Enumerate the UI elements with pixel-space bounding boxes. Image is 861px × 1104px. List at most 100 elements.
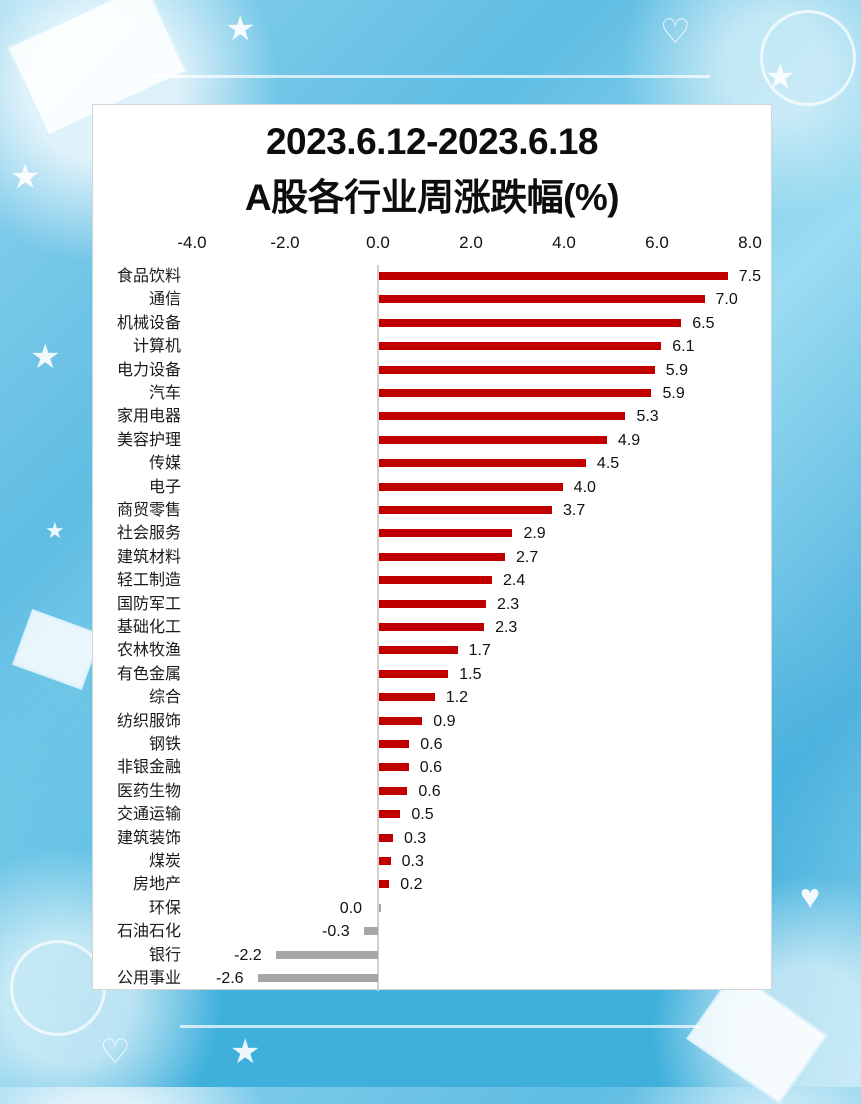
bar xyxy=(379,810,401,819)
category-label: 美容护理 xyxy=(116,431,181,449)
bar-row: 传媒 4.5 xyxy=(93,452,771,475)
value-label: 0.6 xyxy=(419,759,442,777)
x-axis-tick-label: -2.0 xyxy=(270,233,300,252)
bar xyxy=(379,506,552,514)
bar-row: 电力设备 5.9 xyxy=(93,359,771,382)
category-label: 机械设备 xyxy=(116,314,181,332)
bar-row: 机械设备 6.5 xyxy=(93,312,771,335)
bar-row: 医药生物 0.6 xyxy=(93,780,771,803)
value-label: 5.9 xyxy=(662,385,685,402)
category-label: 社会服务 xyxy=(116,525,181,543)
bar xyxy=(379,669,449,678)
category-label: 医药生物 xyxy=(116,782,181,800)
bar-row: 石油石化 -0.3 xyxy=(93,920,771,943)
bar xyxy=(379,435,607,444)
bar xyxy=(379,365,655,374)
bar xyxy=(379,903,381,912)
x-axis-tick-label: 2.0 xyxy=(459,233,483,252)
value-label: 0.5 xyxy=(411,806,434,824)
bar-row: 煤炭 0.3 xyxy=(93,850,771,873)
category-label: 传媒 xyxy=(148,455,181,473)
bar xyxy=(379,389,652,397)
envelope-decoration xyxy=(12,609,102,690)
bar-row: 有色金属 1.5 xyxy=(93,663,771,686)
bar-row: 钢铁 0.6 xyxy=(93,733,771,756)
bar xyxy=(379,693,435,702)
category-label: 交通运输 xyxy=(116,806,181,824)
bar xyxy=(379,552,505,561)
bar-row: 综合 1.2 xyxy=(93,686,771,709)
bar xyxy=(379,599,486,608)
star-icon: ★ xyxy=(45,518,65,543)
value-label: 2.3 xyxy=(496,595,520,613)
star-icon: ★ xyxy=(230,1033,261,1071)
bar xyxy=(379,786,408,795)
value-label: 4.9 xyxy=(617,431,641,449)
bar xyxy=(379,623,485,631)
value-label: -0.3 xyxy=(322,923,350,941)
line-decoration xyxy=(180,1025,700,1028)
value-label: 5.9 xyxy=(665,361,688,379)
bar xyxy=(379,295,705,304)
bar-row: 商贸零售 3.7 xyxy=(93,499,771,522)
bar-row: 建筑装饰 0.3 xyxy=(93,827,771,850)
star-icon: ★ xyxy=(225,10,256,48)
star-icon: ★ xyxy=(10,158,41,196)
star-icon: ★ xyxy=(30,338,61,376)
value-label: 7.5 xyxy=(738,268,761,285)
bar-row: 建筑材料 2.7 xyxy=(93,546,771,569)
bar xyxy=(257,974,378,982)
value-label: 0.3 xyxy=(403,829,427,847)
bar xyxy=(379,459,586,468)
value-label: 6.5 xyxy=(692,314,715,332)
category-label: 农林牧渔 xyxy=(116,642,181,660)
bar xyxy=(379,857,391,865)
category-label: 电力设备 xyxy=(116,361,181,379)
value-label: 7.0 xyxy=(715,291,738,309)
bar-row: 国防军工 2.3 xyxy=(93,593,771,616)
bar xyxy=(363,927,378,936)
line-decoration xyxy=(150,75,710,78)
value-label: 0.0 xyxy=(339,899,362,917)
category-label: 汽车 xyxy=(148,385,181,402)
bar xyxy=(379,318,682,327)
value-label: 1.7 xyxy=(468,642,491,660)
chart-panel: 2023.6.12-2023.6.18 A股各行业周涨跌幅(%) -4.0 -2.… xyxy=(92,104,772,991)
category-label: 电子 xyxy=(148,478,181,496)
value-label: 1.5 xyxy=(459,665,482,683)
category-label: 轻工制造 xyxy=(116,572,181,590)
value-label: 5.3 xyxy=(636,408,659,426)
bar xyxy=(379,880,390,889)
category-label: 家用电器 xyxy=(116,408,181,426)
category-label: 房地产 xyxy=(132,876,181,894)
star-icon: ★ xyxy=(765,58,796,96)
bar-row: 公用事业 -2.6 xyxy=(93,967,771,990)
zero-axis-line xyxy=(377,265,379,991)
category-label: 国防军工 xyxy=(116,595,181,613)
category-label: 环保 xyxy=(148,899,181,917)
value-label: -2.2 xyxy=(234,946,262,964)
category-label: 计算机 xyxy=(132,338,181,356)
category-label: 建筑装饰 xyxy=(116,829,181,847)
category-label: 基础化工 xyxy=(116,619,181,636)
bar xyxy=(379,272,728,280)
value-label: 2.9 xyxy=(523,525,546,543)
bar xyxy=(379,833,393,842)
bar-row: 计算机 6.1 xyxy=(93,335,771,358)
category-label: 公用事业 xyxy=(116,970,181,987)
category-label: 综合 xyxy=(148,689,181,707)
bar-row: 轻工制造 2.4 xyxy=(93,569,771,592)
bar-row: 银行 -2.2 xyxy=(93,944,771,967)
bar-row: 纺织服饰 0.9 xyxy=(93,710,771,733)
x-axis-tick-label: 4.0 xyxy=(552,233,576,252)
bar xyxy=(379,576,492,585)
bar xyxy=(379,716,423,725)
heart-icon: ♡ xyxy=(100,1033,131,1071)
category-label: 食品饮料 xyxy=(116,268,181,285)
bar xyxy=(379,740,410,748)
x-axis-tick-label: 6.0 xyxy=(645,233,669,252)
value-label: 2.7 xyxy=(516,548,539,566)
x-axis-tick-label: 8.0 xyxy=(738,233,762,252)
bar xyxy=(275,950,378,959)
category-label: 银行 xyxy=(148,946,181,964)
